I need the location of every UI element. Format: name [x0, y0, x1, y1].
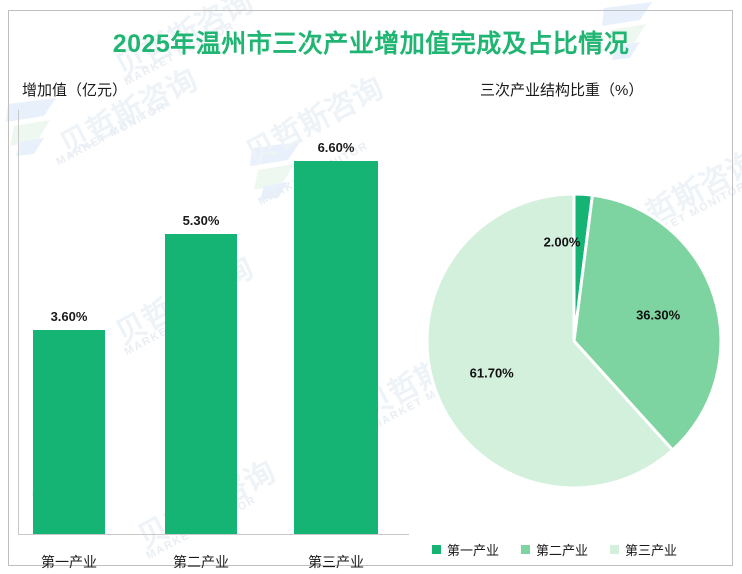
legend-label: 第二产业 — [536, 543, 589, 558]
bar-second-industry[interactable]: 5.30% — [165, 213, 237, 534]
bar-chart-y-axis — [18, 110, 19, 534]
bar-category-label: 第一产业 — [41, 554, 97, 570]
bar-value-label: 3.60% — [50, 309, 88, 324]
bar-chart-x-axis — [18, 534, 409, 535]
bar-first-industry[interactable]: 3.60% — [33, 309, 105, 534]
bar-value-label: 6.60% — [317, 140, 355, 155]
legend-item-third-industry[interactable]: 第三产业 — [610, 540, 677, 559]
pie-chart-subtitle: 三次产业结构比重（%） — [480, 82, 644, 99]
bar-chart: 3.60% 5.30% 6.60% 第一产业 第二产业 第三产业 — [9, 110, 409, 574]
bar-value-label: 5.30% — [182, 213, 220, 228]
pie-chart: 2.00% 36.30% 61.70% — [410, 110, 742, 574]
legend-item-first-industry[interactable]: 第一产业 — [432, 540, 499, 559]
legend-item-second-industry[interactable]: 第二产业 — [521, 540, 588, 559]
bar-rect — [165, 234, 237, 534]
pie-label-second-industry: 36.30% — [636, 307, 681, 323]
pie-label-third-industry: 61.70% — [469, 365, 514, 381]
legend-label: 第三产业 — [625, 543, 678, 558]
legend-label: 第一产业 — [447, 543, 500, 558]
legend-swatch-icon — [610, 545, 620, 554]
pie-chart-svg — [425, 192, 723, 490]
bar-rect — [294, 161, 378, 534]
legend-swatch-icon — [521, 545, 531, 554]
bar-third-industry[interactable]: 6.60% — [294, 140, 378, 534]
bar-chart-subtitle: 增加值（亿元） — [22, 82, 128, 99]
pie-slice[interactable] — [572, 193, 723, 453]
pie-label-first-industry: 2.00% — [543, 234, 581, 250]
pie-chart-legend: 第一产业 第二产业 第三产业 — [432, 540, 677, 559]
page-title: 2025年温州市三次产业增加值完成及占比情况 — [112, 30, 630, 58]
bar-rect — [33, 330, 105, 534]
chart-frame — [8, 10, 733, 566]
pie-slice[interactable] — [425, 192, 675, 490]
legend-swatch-icon — [432, 545, 441, 554]
bar-category-label: 第二产业 — [173, 554, 229, 570]
bar-category-label: 第三产业 — [308, 554, 364, 570]
